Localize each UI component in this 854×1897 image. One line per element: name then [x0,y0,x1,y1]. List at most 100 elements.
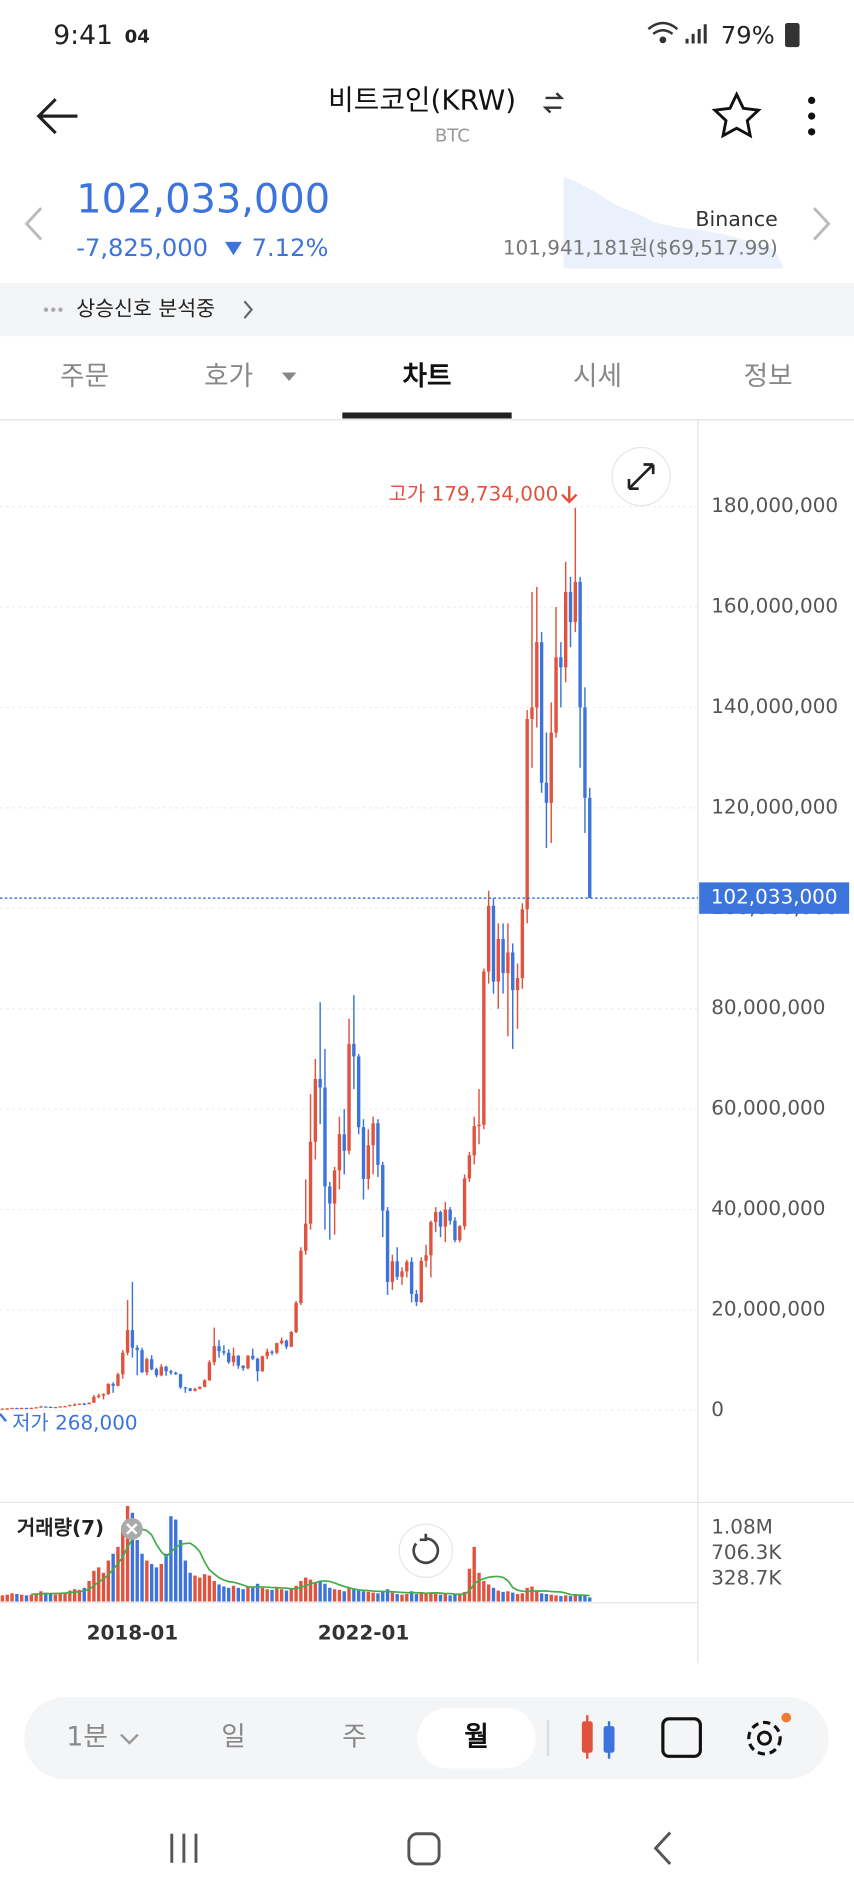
volume-tick-label: 706.3K [711,1540,782,1564]
candle-body [544,782,549,803]
interval-option[interactable]: 1분 [66,1722,107,1753]
volume-bar [294,1585,298,1602]
drawing-button[interactable] [661,1717,702,1758]
candle-body [482,971,486,1125]
candle-body [424,1255,428,1261]
candle-body [217,1346,221,1352]
volume-bar [419,1591,423,1602]
volume-bar [520,1593,525,1602]
candle-body [366,1145,370,1179]
volume-bar [332,1589,337,1602]
volume-bar [226,1587,231,1602]
volume-bar [202,1574,207,1602]
candle-body [68,1404,72,1407]
volume-bar [544,1593,549,1602]
exchange-price: 101,941,181원($69,517.99) [503,236,778,260]
candle-body [318,1079,322,1088]
candle-body [299,1250,303,1303]
candle-body [63,1406,67,1408]
y-tick-label: 160,000,000 [711,594,838,618]
volume-bar [39,1591,43,1602]
tab[interactable]: 주문 [60,361,109,392]
volume-bar [87,1581,91,1602]
low-label: 저가 268,000 [12,1410,137,1434]
banner-chevron [243,300,254,319]
volume-bar [284,1590,289,1602]
volume-bar [19,1594,24,1602]
swap-icon[interactable] [542,92,565,114]
volume-bar [111,1553,115,1602]
volume-bar [53,1594,58,1602]
price-tag [699,882,850,914]
candle-body [438,1212,443,1227]
volume-bar [217,1584,221,1602]
price: 102,033,000 [76,177,330,223]
interval-option[interactable]: 월 [464,1722,488,1753]
next-coin[interactable] [813,207,831,241]
volume-tick-label: 328.7K [711,1566,782,1590]
volume-bar [342,1591,346,1602]
favorite-button[interactable] [711,90,762,139]
candle-body [563,591,568,668]
candle-body [486,905,491,972]
volume-bar [448,1595,452,1602]
volume-bar [438,1594,443,1602]
y-tick-label: 40,000,000 [711,1196,825,1220]
reset-icon [412,1533,440,1565]
candle-body [72,1404,77,1406]
candle-body [583,707,587,798]
candle-body [381,1164,385,1211]
candle-body [265,1351,269,1357]
candle-body [169,1371,173,1373]
candle-body [116,1374,120,1386]
dropdown-caret [281,372,297,382]
volume-bar [352,1588,356,1602]
volume-bar [525,1587,529,1602]
reset-button[interactable] [398,1523,454,1578]
tab[interactable]: 차트 [403,361,452,392]
volume-bar [443,1593,448,1602]
volume-bar [174,1519,178,1602]
candle-type-button[interactable] [581,1715,615,1759]
volume-bar [106,1560,111,1602]
tab[interactable]: 정보 [744,361,793,392]
signal-banner[interactable] [0,283,854,337]
volume-bar [24,1595,29,1602]
volume-bar [207,1575,212,1602]
candle-body [53,1407,58,1409]
volume-ma-line [31,1528,590,1597]
header-symbol: BTC [435,126,470,147]
volume-bar [318,1581,322,1602]
candle-body [501,938,505,974]
volume-bar [472,1546,476,1602]
candle-body [140,1350,144,1373]
nav-back[interactable] [653,1831,672,1865]
tab[interactable]: 호가 [204,361,253,392]
volume-bar [231,1585,236,1602]
tab[interactable]: 시세 [573,361,622,392]
candle-body [573,581,578,623]
interval-option[interactable]: 일 [221,1722,245,1753]
candle-body [588,797,592,899]
nav-home[interactable] [407,1832,441,1866]
back-button[interactable] [36,98,78,135]
exchange-name: Binance [695,207,777,231]
settings-button[interactable] [747,1712,792,1756]
volume-bar [477,1572,481,1602]
candle-body [154,1369,159,1376]
low-label-value: 268,000 [55,1410,137,1434]
candle-body [125,1330,130,1353]
more-button[interactable] [808,96,816,136]
candle-body [193,1388,197,1391]
volume-bar [376,1593,380,1602]
volume-bar [588,1597,592,1602]
prev-coin[interactable] [24,207,43,241]
candle-body [511,952,515,991]
interval-option[interactable]: 주 [342,1722,366,1753]
candle-body [520,909,525,979]
volume-bar [390,1592,395,1602]
volume-bar [159,1563,163,1602]
volume-title: 거래량(7) [17,1515,104,1539]
nav-recent[interactable] [170,1833,198,1863]
volume-bar [275,1588,279,1602]
